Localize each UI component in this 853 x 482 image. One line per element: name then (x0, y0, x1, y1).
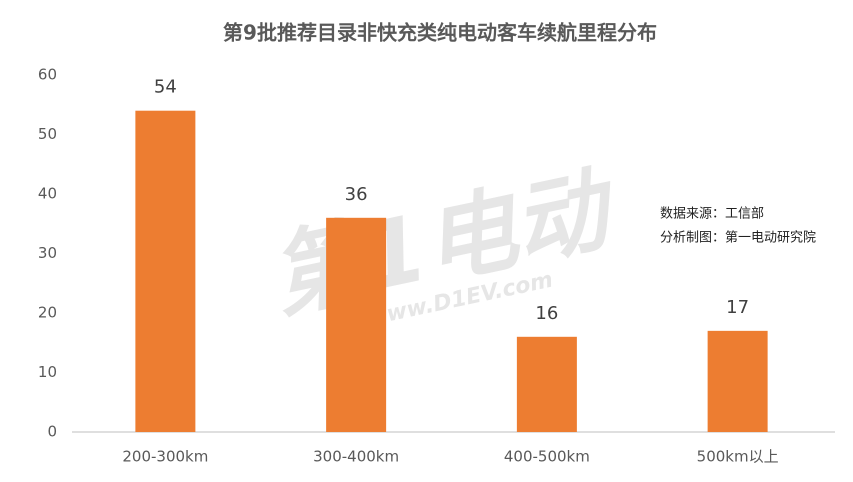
y-tick-label: 50 (38, 125, 57, 143)
bar (326, 217, 387, 432)
bar (516, 336, 577, 432)
y-tick-label: 60 (38, 66, 57, 84)
annotation: 分析制图：第一电动研究院 (660, 231, 816, 246)
x-tick-label: 300-400km (313, 448, 399, 466)
x-tick-label: 400-500km (504, 448, 590, 466)
y-tick-label: 40 (38, 185, 57, 203)
annotation: 数据来源：工信部 (660, 207, 764, 222)
x-tick-label: 500km以上 (697, 448, 779, 466)
value-label: 16 (535, 303, 558, 324)
value-label: 36 (345, 184, 368, 205)
value-label: 17 (726, 297, 749, 318)
x-tick-label: 200-300km (122, 448, 208, 466)
value-label: 54 (154, 77, 177, 98)
y-tick-label: 0 (47, 423, 57, 441)
chart-title: 第9批推荐目录非快充类纯电动客车续航里程分布 (223, 21, 657, 45)
bar (135, 110, 196, 432)
y-tick-label: 20 (38, 304, 57, 322)
y-tick-label: 10 (38, 363, 57, 381)
bar (707, 330, 768, 432)
y-tick-label: 30 (38, 244, 57, 262)
